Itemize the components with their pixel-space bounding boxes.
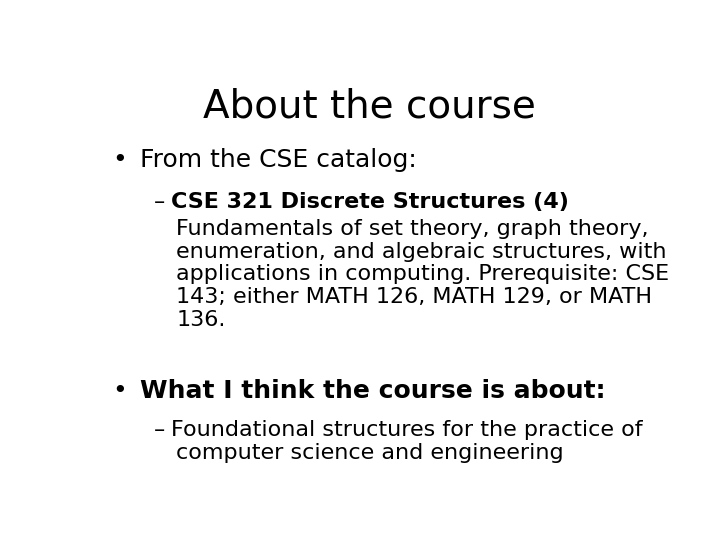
Text: applications in computing. Prerequisite: CSE: applications in computing. Prerequisite:…	[176, 265, 670, 285]
Text: About the course: About the course	[202, 87, 536, 126]
Text: 143; either MATH 126, MATH 129, or MATH: 143; either MATH 126, MATH 129, or MATH	[176, 287, 652, 307]
Text: 136.: 136.	[176, 310, 226, 330]
Text: enumeration, and algebraic structures, with: enumeration, and algebraic structures, w…	[176, 241, 667, 261]
Text: –: –	[154, 420, 166, 440]
Text: computer science and engineering: computer science and engineering	[176, 443, 564, 463]
Text: What I think the course is about:: What I think the course is about:	[140, 379, 606, 403]
Text: –: –	[154, 192, 166, 212]
Text: Fundamentals of set theory, graph theory,: Fundamentals of set theory, graph theory…	[176, 219, 649, 239]
Text: From the CSE catalog:: From the CSE catalog:	[140, 148, 417, 172]
Text: •: •	[112, 379, 127, 403]
Text: •: •	[112, 148, 127, 172]
Text: CSE 321 Discrete Structures (4): CSE 321 Discrete Structures (4)	[171, 192, 569, 212]
Text: Foundational structures for the practice of: Foundational structures for the practice…	[171, 420, 642, 440]
